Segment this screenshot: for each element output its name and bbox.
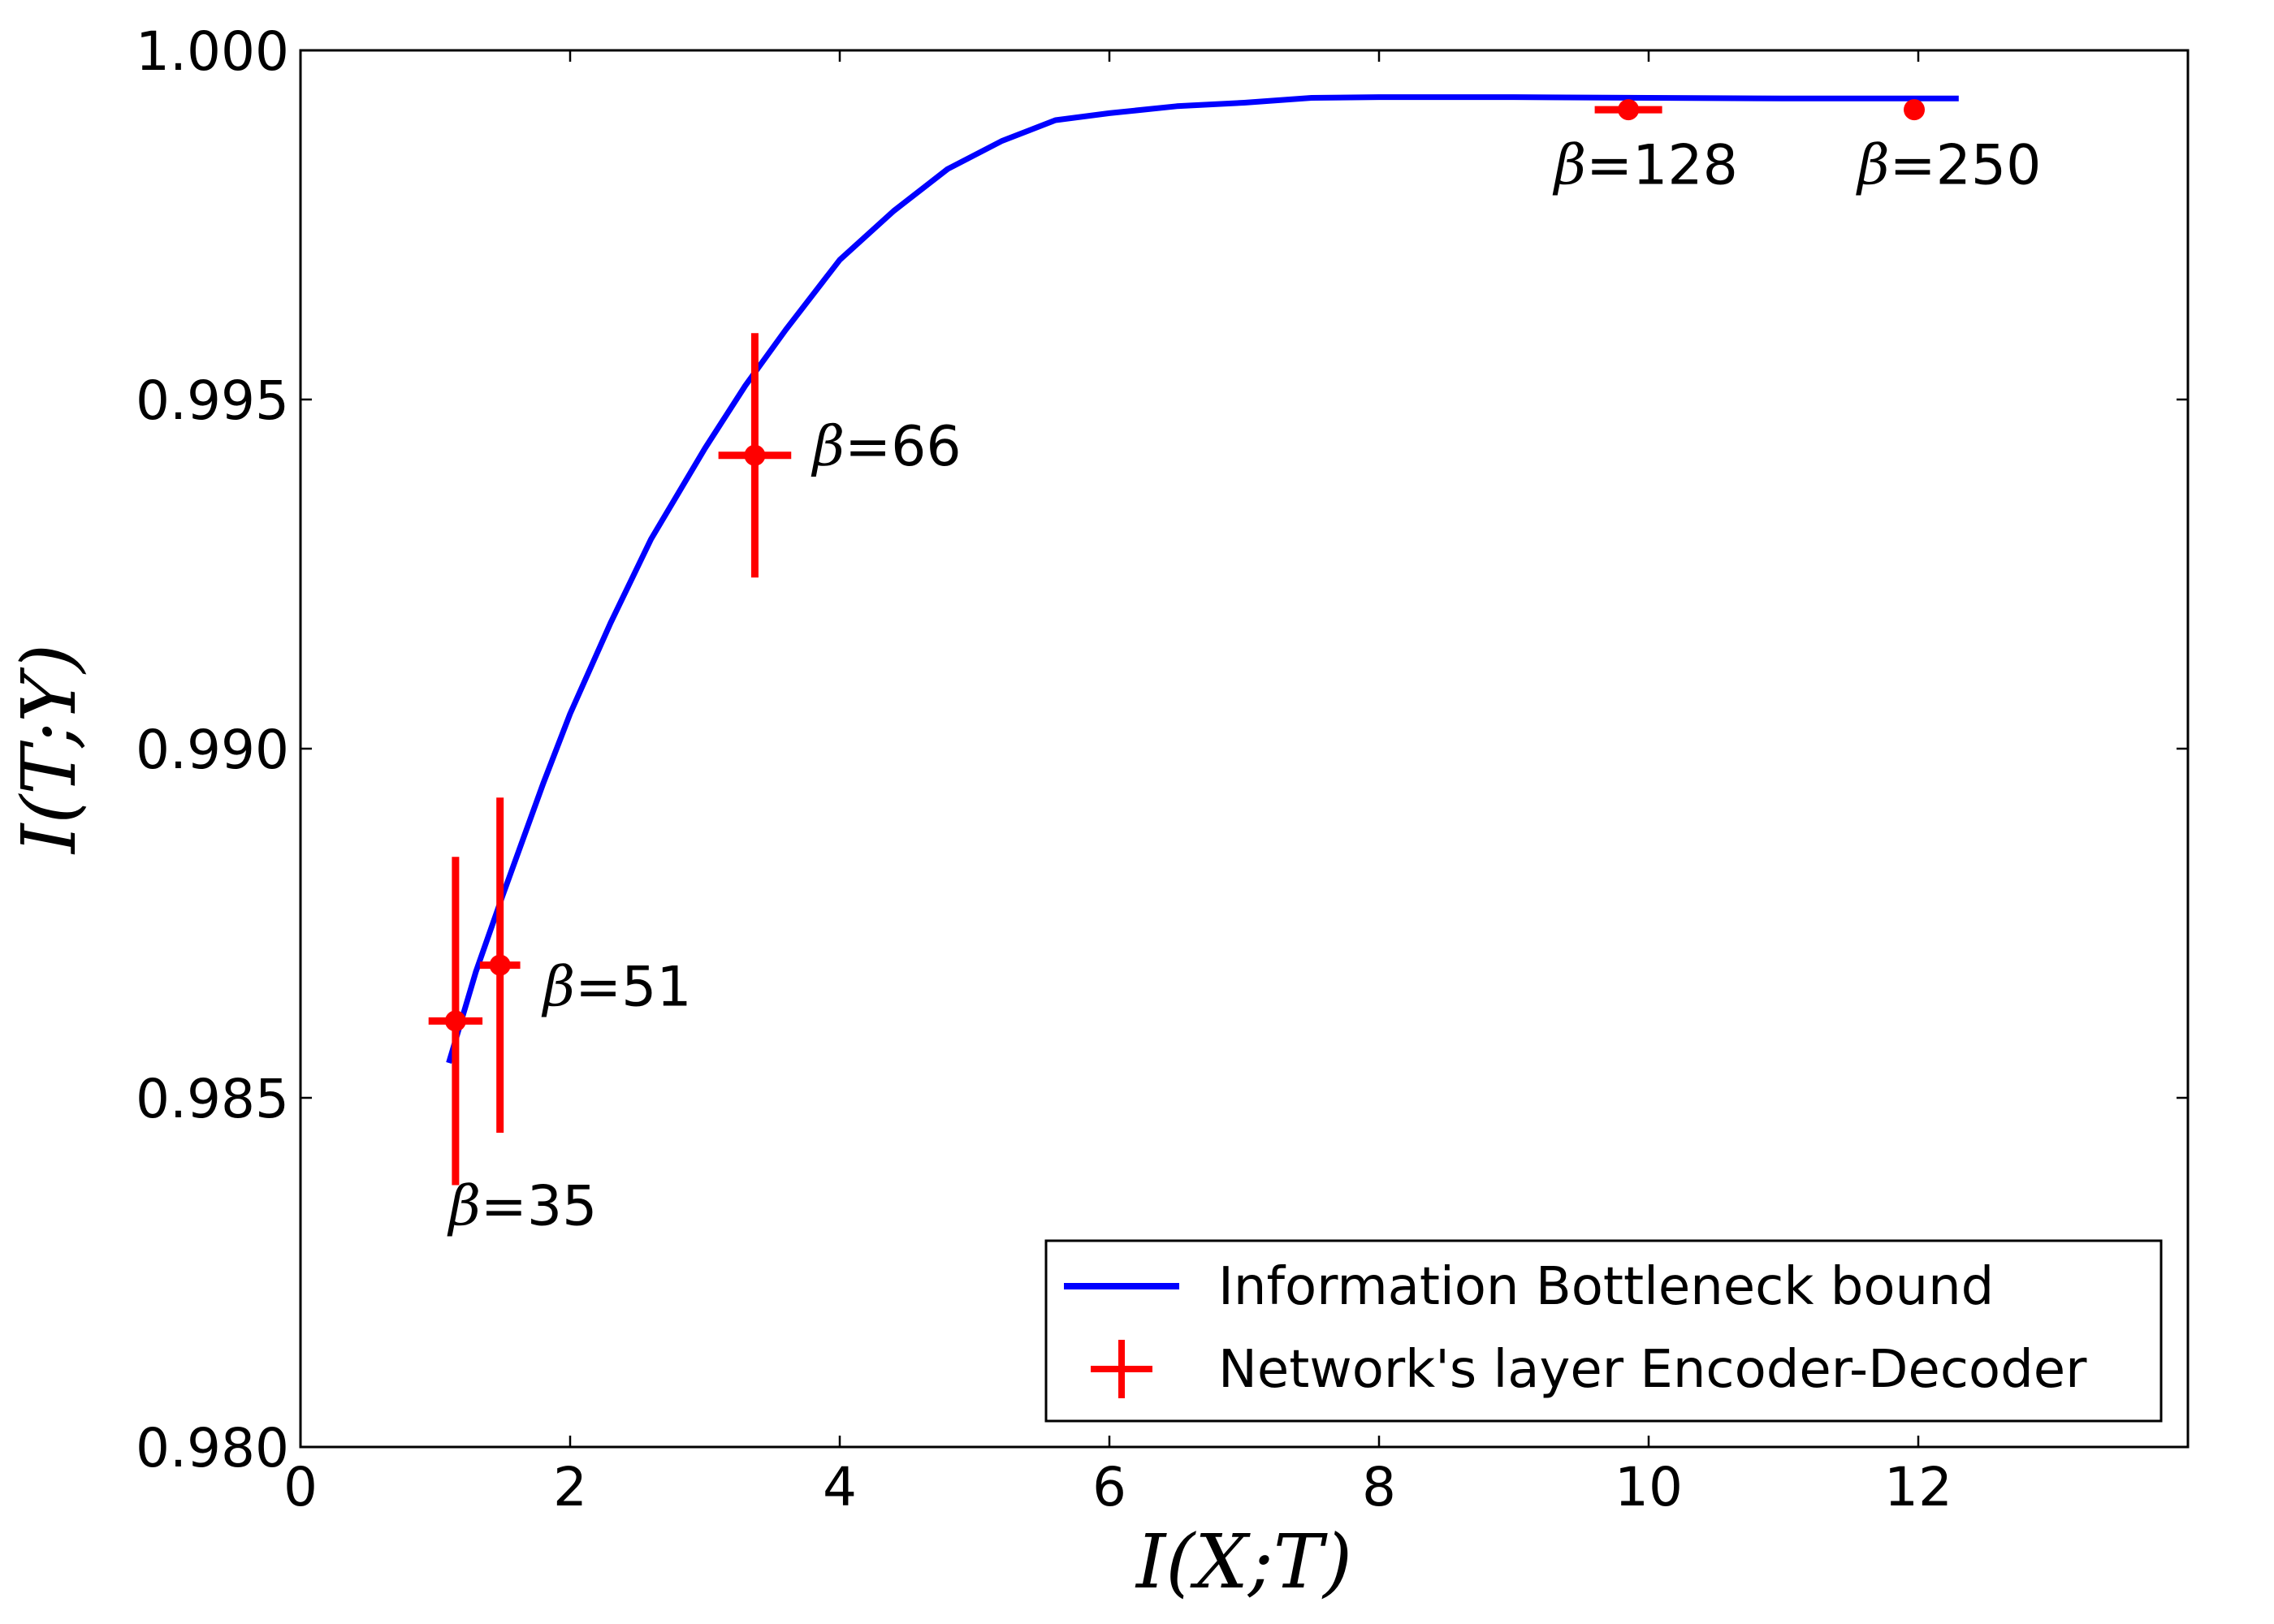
- x-tick-label-2: 4: [823, 1456, 857, 1518]
- errorbar-point-51: [479, 797, 521, 1133]
- points-layer: [428, 99, 1926, 1186]
- x-tick-label-3: 6: [1092, 1456, 1126, 1518]
- marker-35: [444, 1010, 466, 1032]
- x-axis-label: I(X;T): [1135, 1518, 1352, 1605]
- plot-background: [300, 50, 2188, 1447]
- annotation-2: β=66: [811, 415, 962, 479]
- x-tick-label-4: 8: [1362, 1456, 1396, 1518]
- y-tick-label-0: 0.980: [136, 1417, 289, 1479]
- errorbar-point-250: [1904, 99, 1926, 121]
- marker-51: [489, 954, 511, 976]
- marker-66: [744, 444, 766, 466]
- y-tick-label-4: 1.000: [136, 20, 289, 83]
- y-tick-label-1: 0.985: [136, 1068, 289, 1130]
- annotation-0: β=35: [447, 1175, 598, 1239]
- marker-250: [1904, 99, 1926, 121]
- legend-box: [1044, 1239, 2163, 1423]
- annotation-4: β=250: [1855, 133, 2041, 197]
- annotation-1: β=51: [541, 955, 692, 1019]
- plot-frame: [299, 49, 2190, 1449]
- marker-128: [1618, 99, 1640, 121]
- annotation-3: β=128: [1552, 133, 1738, 197]
- x-tick-label-5: 10: [1615, 1456, 1683, 1518]
- y-axis-label: I(T;Y): [6, 644, 93, 855]
- y-tick-label-2: 0.990: [136, 719, 289, 781]
- legend-errorbar-swatch: [1091, 1340, 1152, 1398]
- ib-bound-line: [446, 94, 1959, 1064]
- y-tick-label-3: 0.995: [136, 369, 289, 432]
- errorbar-point-66: [718, 333, 792, 578]
- legend: Information Bottleneck bound Network's l…: [1044, 1239, 2163, 1423]
- x-tick-label-6: 12: [1884, 1456, 1952, 1518]
- legend-label-network: Network's layer Encoder-Decoder: [1218, 1340, 2087, 1400]
- legend-label-ib-bound: Information Bottleneck bound: [1218, 1257, 1994, 1317]
- errorbar-point-128: [1594, 99, 1662, 121]
- errorbar-point-35: [428, 857, 483, 1186]
- curve-layer: [446, 94, 1959, 1064]
- annotations-layer: β=35 β=51 β=66 β=128 β=250: [447, 133, 2042, 1238]
- x-tick-label-1: 2: [553, 1456, 587, 1518]
- ticks-layer: 0 2 4 6 8 10 12 0.980 0.985 0.990 0.995 1.000: [136, 20, 2188, 1518]
- x-tick-label-0: 0: [283, 1456, 318, 1518]
